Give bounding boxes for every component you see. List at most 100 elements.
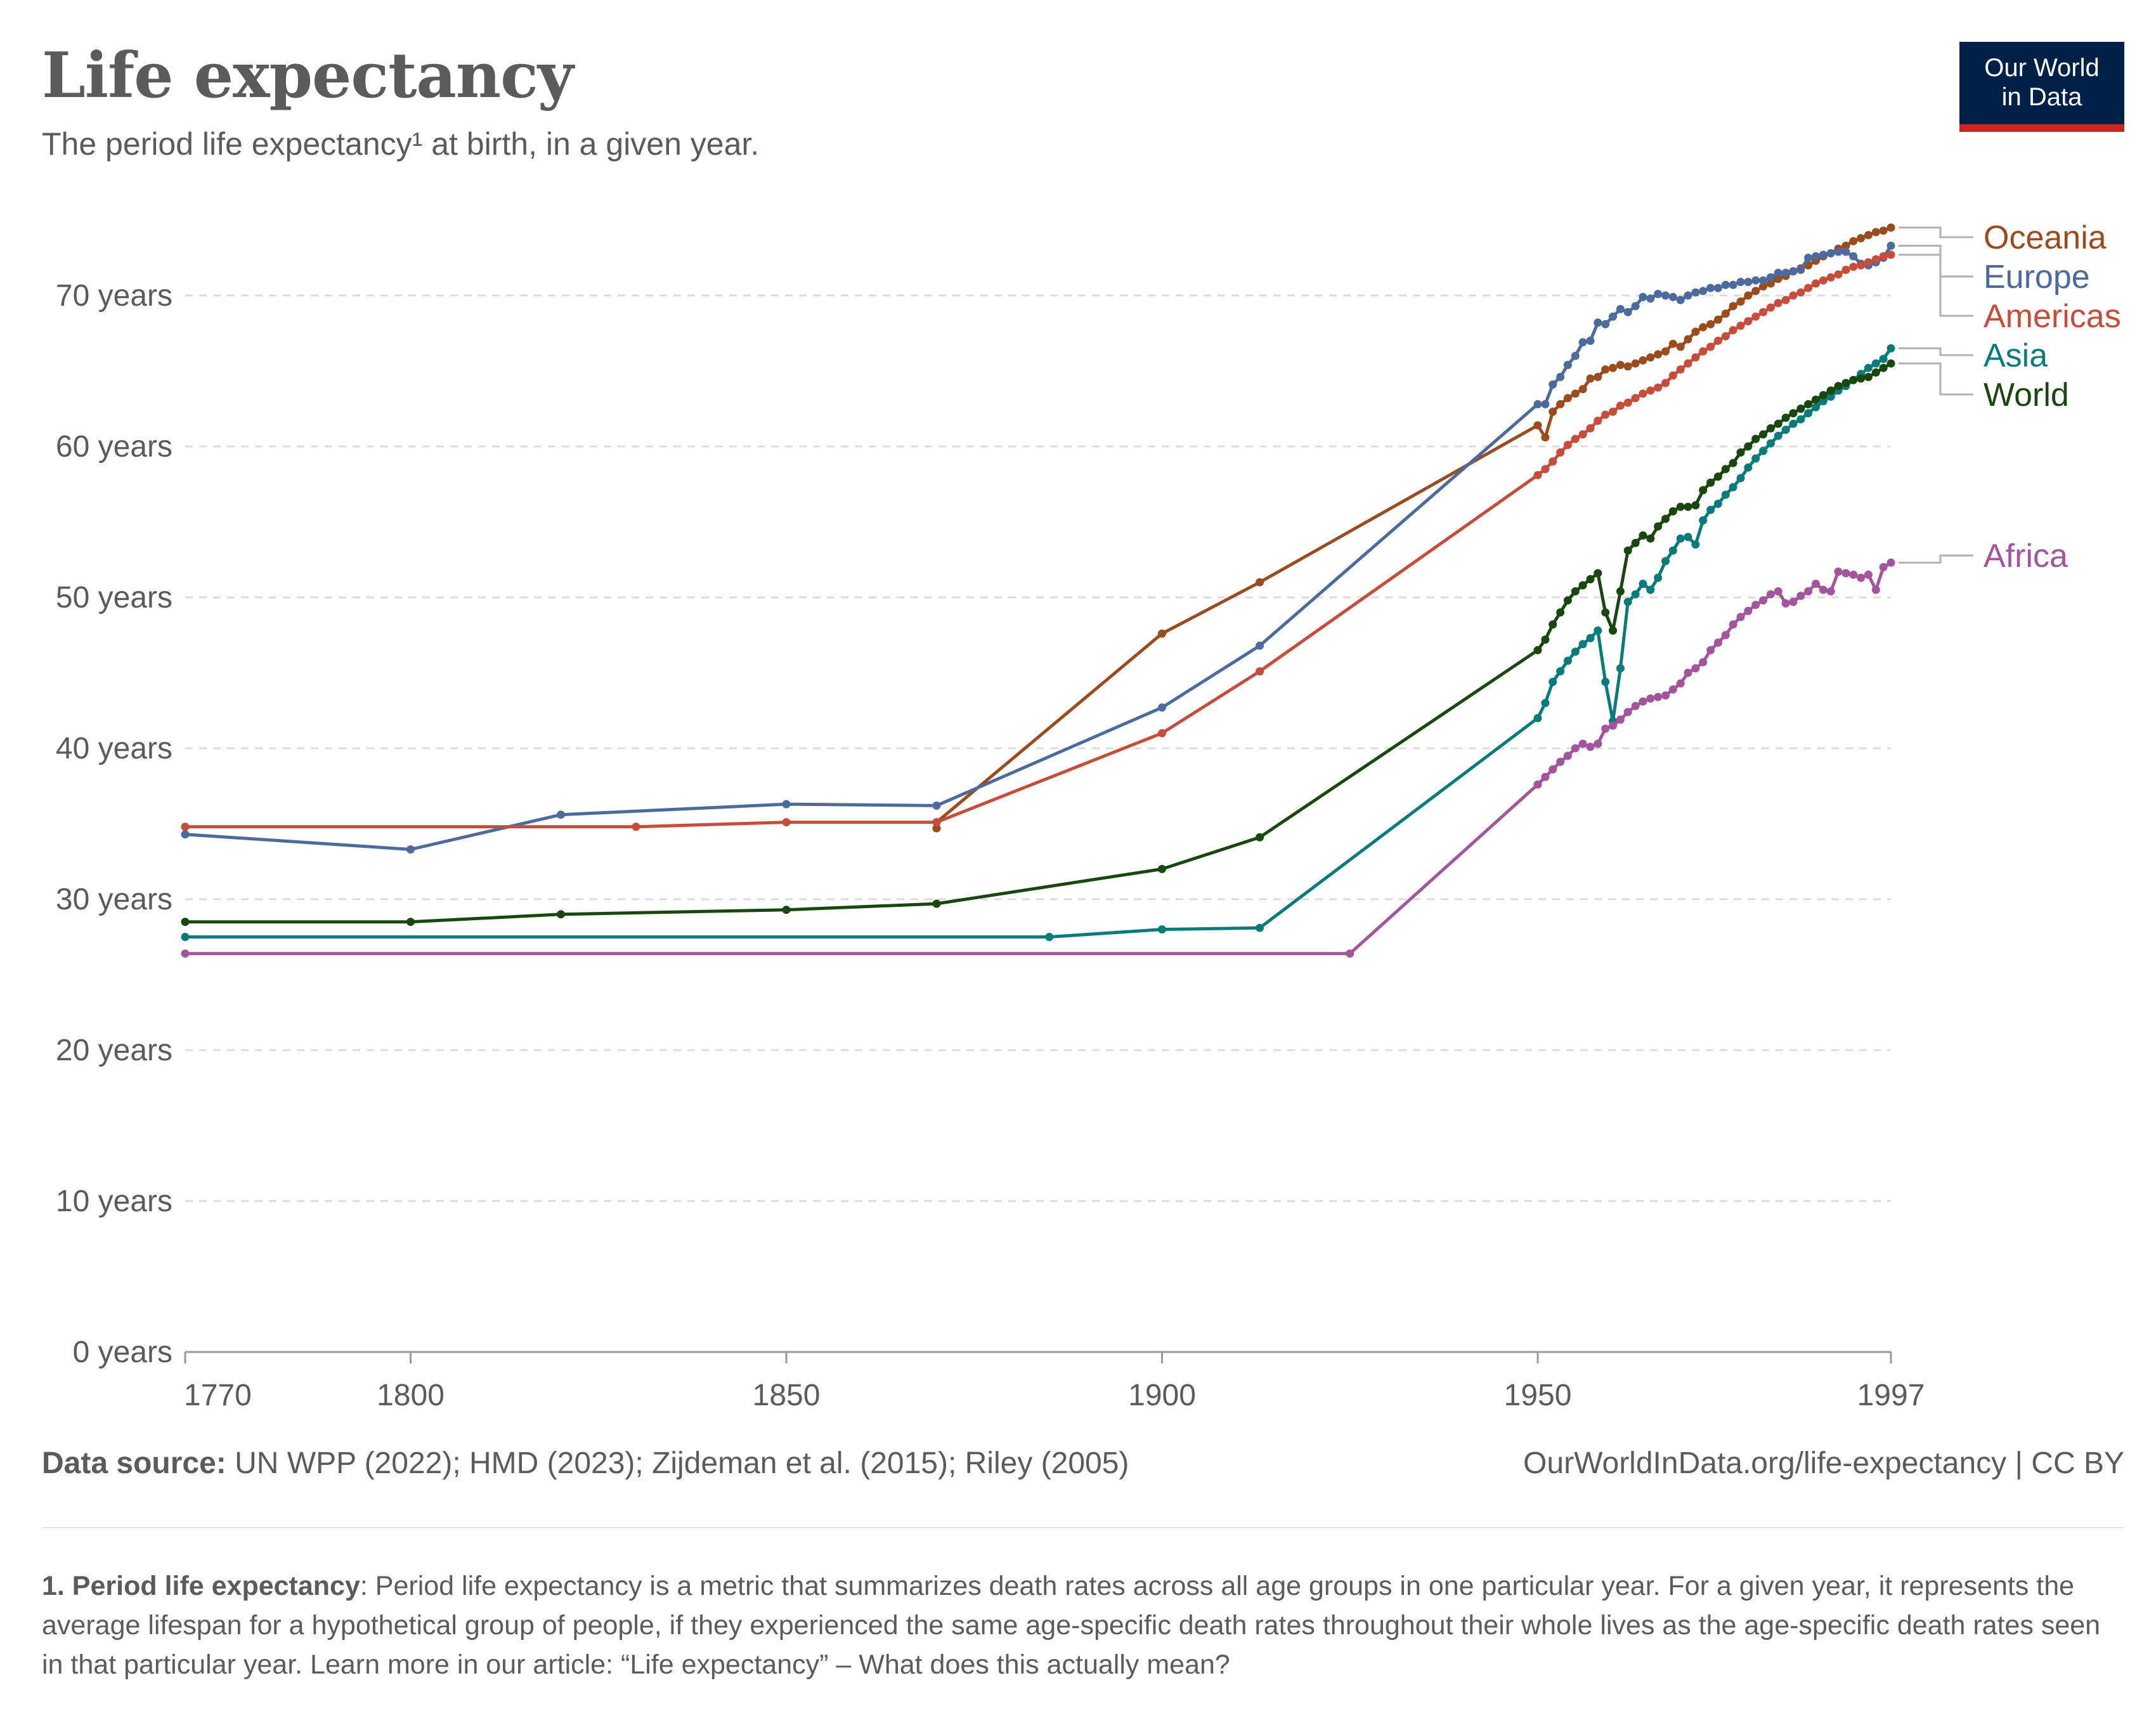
data-point-oceania[interactable] (1616, 361, 1625, 369)
data-point-asia[interactable] (1631, 590, 1640, 599)
data-point-americas[interactable] (1879, 252, 1888, 261)
data-point-americas[interactable] (1563, 441, 1572, 450)
data-point-europe[interactable] (1571, 351, 1580, 360)
data-point-americas[interactable] (1654, 383, 1663, 392)
data-point-europe[interactable] (1826, 249, 1835, 257)
data-point-asia[interactable] (1045, 933, 1054, 941)
data-point-world[interactable] (1759, 430, 1767, 439)
data-point-americas[interactable] (1849, 263, 1858, 271)
data-point-americas[interactable] (1158, 729, 1166, 738)
data-point-europe[interactable] (1676, 296, 1685, 304)
data-point-asia[interactable] (1699, 516, 1708, 525)
data-point-americas[interactable] (1646, 386, 1655, 395)
data-point-americas[interactable] (1857, 261, 1866, 270)
data-point-asia[interactable] (1713, 499, 1722, 508)
data-point-oceania[interactable] (1586, 374, 1595, 383)
data-point-americas[interactable] (1533, 471, 1542, 479)
data-point-oceania[interactable] (1556, 400, 1565, 408)
data-point-world[interactable] (1639, 531, 1647, 540)
data-point-africa[interactable] (1879, 562, 1888, 571)
data-point-africa[interactable] (1668, 685, 1677, 694)
data-point-world[interactable] (1594, 569, 1602, 578)
data-point-world[interactable] (1736, 448, 1745, 457)
data-point-world[interactable] (181, 918, 190, 926)
data-point-world[interactable] (1751, 434, 1760, 443)
data-point-africa[interactable] (1819, 585, 1828, 594)
data-point-asia[interactable] (1556, 667, 1565, 676)
data-point-africa[interactable] (1713, 638, 1722, 647)
data-point-world[interactable] (1841, 379, 1850, 387)
data-point-africa[interactable] (1789, 597, 1798, 606)
data-point-americas[interactable] (1871, 255, 1880, 264)
data-point-africa[interactable] (1826, 587, 1835, 595)
data-point-africa[interactable] (1759, 596, 1767, 605)
data-point-asia[interactable] (1819, 397, 1828, 406)
data-point-world[interactable] (1879, 363, 1888, 372)
data-point-world[interactable] (1549, 620, 1557, 629)
data-point-world[interactable] (1654, 522, 1663, 531)
data-point-oceania[interactable] (1886, 223, 1895, 232)
data-point-americas[interactable] (1639, 389, 1647, 398)
data-point-europe[interactable] (1556, 373, 1565, 381)
data-point-asia[interactable] (181, 933, 190, 941)
data-point-africa[interactable] (1864, 570, 1873, 579)
data-point-africa[interactable] (1684, 668, 1692, 677)
data-point-americas[interactable] (1804, 283, 1813, 292)
series-line-asia[interactable] (183, 346, 1893, 939)
data-point-world[interactable] (1819, 391, 1828, 400)
data-point-africa[interactable] (1781, 599, 1790, 608)
data-point-americas[interactable] (632, 822, 640, 831)
data-point-europe[interactable] (1744, 278, 1753, 287)
data-point-world[interactable] (1256, 833, 1264, 842)
data-point-europe[interactable] (1841, 247, 1850, 256)
data-point-world[interactable] (1774, 419, 1783, 428)
data-point-oceania[interactable] (1594, 373, 1602, 381)
data-point-americas[interactable] (1631, 394, 1640, 403)
data-point-americas[interactable] (1744, 317, 1753, 325)
data-point-africa[interactable] (1721, 631, 1730, 639)
data-point-americas[interactable] (1781, 296, 1790, 304)
data-point-oceania[interactable] (1759, 282, 1767, 291)
data-point-asia[interactable] (1676, 534, 1685, 543)
data-point-americas[interactable] (1841, 266, 1850, 274)
data-point-oceania[interactable] (1871, 228, 1880, 237)
data-point-oceania[interactable] (1676, 342, 1685, 351)
data-point-americas[interactable] (1789, 291, 1798, 300)
data-point-africa[interactable] (1857, 573, 1866, 582)
data-point-europe[interactable] (1654, 290, 1663, 299)
data-point-oceania[interactable] (1706, 320, 1715, 328)
data-point-europe[interactable] (1586, 336, 1595, 345)
data-point-oceania[interactable] (1857, 234, 1866, 243)
data-point-world[interactable] (1871, 368, 1880, 377)
data-point-world[interactable] (1158, 864, 1166, 873)
data-point-oceania[interactable] (1691, 327, 1700, 336)
data-point-asia[interactable] (1736, 474, 1745, 483)
data-point-americas[interactable] (1796, 288, 1805, 297)
data-point-europe[interactable] (1623, 308, 1632, 316)
data-point-europe[interactable] (1609, 312, 1617, 321)
data-point-asia[interactable] (1706, 505, 1715, 514)
data-point-africa[interactable] (1691, 664, 1700, 673)
data-point-world[interactable] (1834, 382, 1843, 391)
data-point-americas[interactable] (1766, 303, 1775, 312)
data-point-asia[interactable] (1578, 640, 1587, 649)
data-point-oceania[interactable] (1699, 323, 1708, 332)
data-point-europe[interactable] (1646, 294, 1655, 303)
legend-label-asia[interactable]: Asia (1984, 337, 2048, 374)
data-point-world[interactable] (1586, 575, 1595, 583)
data-point-oceania[interactable] (1841, 242, 1850, 250)
data-point-europe[interactable] (557, 810, 565, 819)
data-point-world[interactable] (782, 906, 791, 914)
data-point-world[interactable] (1556, 608, 1565, 617)
data-point-europe[interactable] (1594, 318, 1602, 327)
data-point-africa[interactable] (1541, 772, 1550, 781)
data-point-americas[interactable] (1886, 250, 1895, 259)
data-point-africa[interactable] (1751, 601, 1760, 609)
data-point-asia[interactable] (1751, 454, 1760, 463)
data-point-europe[interactable] (1541, 400, 1550, 408)
data-point-world[interactable] (1616, 587, 1625, 595)
data-point-oceania[interactable] (1646, 353, 1655, 362)
data-point-world[interactable] (1533, 646, 1542, 654)
series-line-africa[interactable] (183, 561, 1893, 956)
data-point-world[interactable] (1886, 359, 1895, 368)
